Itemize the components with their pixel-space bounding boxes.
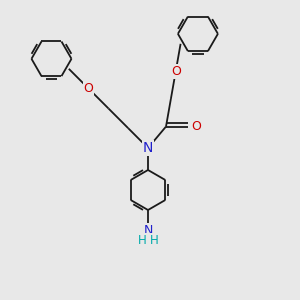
Text: N: N <box>143 224 153 236</box>
Text: H: H <box>138 233 146 247</box>
Text: O: O <box>84 82 94 95</box>
Text: O: O <box>171 65 181 78</box>
Text: H: H <box>150 233 158 247</box>
Text: O: O <box>191 120 201 133</box>
Text: N: N <box>143 141 153 155</box>
